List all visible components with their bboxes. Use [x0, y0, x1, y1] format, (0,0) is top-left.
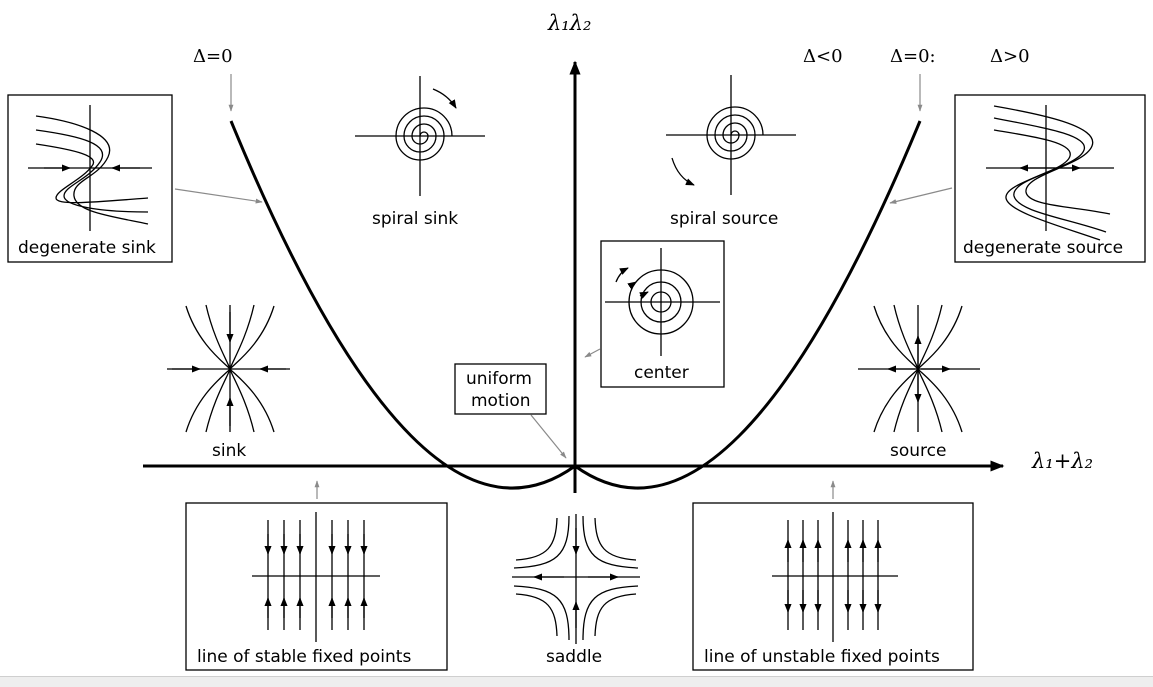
degenerate-source-label: degenerate source	[963, 238, 1123, 258]
center-label: center	[634, 363, 689, 383]
unstable-line-box	[692, 480, 974, 671]
delta-negative: Δ<0	[803, 46, 843, 67]
stable-line-box	[185, 480, 448, 671]
sink-label: sink	[212, 441, 246, 461]
spiral-sink-label: spiral sink	[372, 209, 458, 229]
degenerate-source-box	[954, 94, 1146, 263]
x-axis-label: λ₁+λ₂	[1031, 449, 1093, 473]
stable-line-label: line of stable fixed points	[197, 647, 411, 667]
center-pointer	[584, 348, 601, 358]
unstable-line-label: line of unstable fixed points	[704, 647, 940, 667]
delta-zero-right: Δ=0:	[890, 46, 936, 67]
uniform-motion-label-1: uniform	[466, 369, 532, 389]
delta-zero-left: Δ=0	[193, 46, 233, 67]
source-icon	[858, 304, 980, 433]
uniform-motion-label-2: motion	[471, 391, 531, 411]
degenerate-sink-label: degenerate sink	[18, 238, 156, 258]
y-axis-label: λ₁λ₂	[547, 11, 591, 35]
uniform-motion-pointer	[530, 414, 567, 459]
degenerate-source-pointer	[889, 187, 953, 204]
parabola-curve	[229, 120, 922, 490]
bottom-bar	[0, 676, 1153, 687]
spiral-source-icon	[666, 75, 796, 195]
saddle-icon	[512, 514, 640, 644]
uniform-motion-box	[454, 363, 547, 415]
spiral-sink-icon	[355, 76, 485, 196]
sink-icon	[167, 304, 290, 433]
center-box	[600, 240, 725, 388]
spiral-source-label: spiral source	[670, 209, 778, 229]
saddle-label: saddle	[546, 647, 602, 667]
degenerate-sink-box	[7, 94, 173, 263]
source-label: source	[890, 441, 946, 461]
degenerate-sink-pointer	[174, 188, 263, 204]
delta-positive: Δ>0	[990, 46, 1030, 67]
